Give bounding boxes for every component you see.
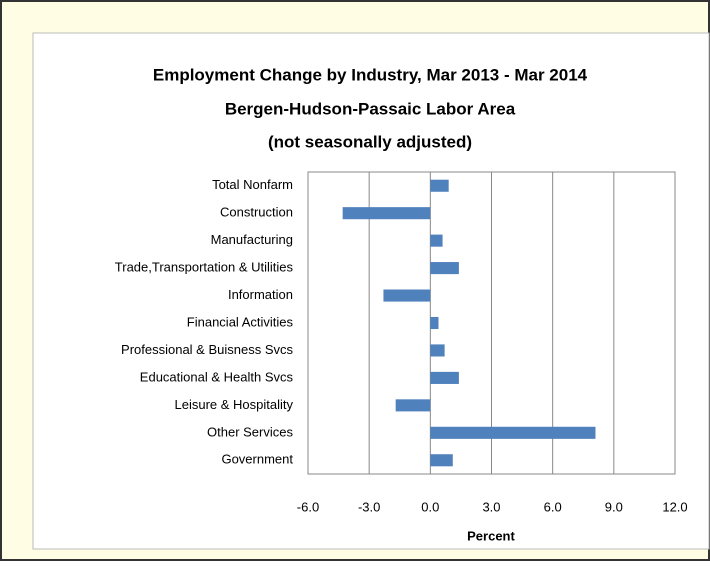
bar: [430, 426, 596, 439]
bar: [430, 234, 443, 247]
x-axis-label: Percent: [467, 528, 515, 543]
chart-title: Employment Change by Industry, Mar 2013 …: [153, 65, 588, 84]
y-tick-label: Professional & Buisness Svcs: [121, 342, 293, 357]
y-tick-label: Government: [221, 452, 293, 467]
x-tick-label: 6.0: [544, 499, 562, 514]
x-tick-label: 12.0: [662, 499, 687, 514]
y-tick-label: Leisure & Hospitality: [175, 397, 294, 412]
bar: [430, 179, 449, 192]
y-tick-label: Educational & Health Svcs: [140, 369, 294, 384]
chart-subtitle: Bergen-Hudson-Passaic Labor Area: [225, 99, 516, 118]
bar: [430, 454, 453, 467]
bar: [383, 289, 431, 302]
x-tick-label: -6.0: [297, 499, 319, 514]
bar: [342, 207, 431, 220]
y-tick-label: Financial Activities: [187, 314, 294, 329]
y-tick-label: Trade,Transportation & Utilities: [115, 260, 294, 275]
x-tick-label: -3.0: [358, 499, 380, 514]
x-tick-label: 0.0: [421, 499, 439, 514]
y-tick-label: Information: [228, 287, 293, 302]
y-tick-label: Construction: [220, 205, 293, 220]
y-tick-label: Manufacturing: [211, 232, 293, 247]
bar: [430, 371, 459, 384]
bar: [430, 262, 459, 275]
bar: [430, 344, 445, 357]
y-tick-label: Other Services: [207, 424, 293, 439]
y-tick-label: Total Nonfarm: [212, 177, 293, 192]
chart-subtitle: (not seasonally adjusted): [268, 132, 472, 151]
x-tick-label: 3.0: [482, 499, 500, 514]
bar: [430, 316, 439, 330]
x-tick-label: 9.0: [605, 499, 623, 514]
bar: [395, 399, 431, 412]
